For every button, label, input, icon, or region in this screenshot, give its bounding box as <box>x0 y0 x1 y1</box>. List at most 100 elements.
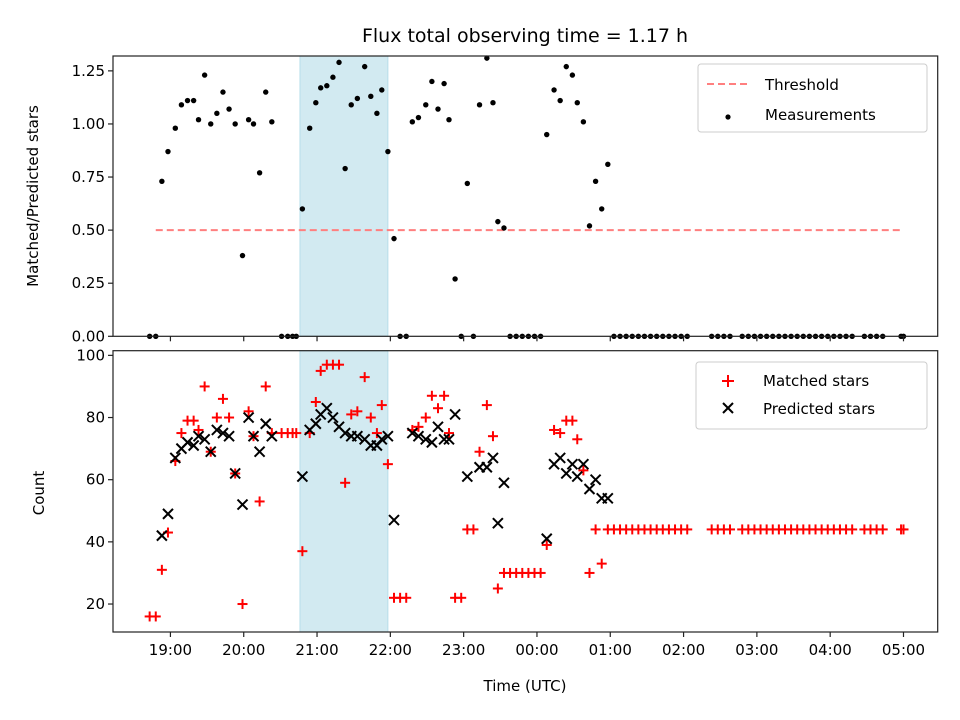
measurement-point <box>250 121 257 127</box>
measurement-point <box>172 125 179 131</box>
measurement-point <box>159 178 165 184</box>
matched-star-point <box>359 372 370 383</box>
top-legend: Threshold Measurements <box>697 63 928 133</box>
measurement-point <box>551 87 557 93</box>
predicted-star-point <box>247 430 260 442</box>
measurement-point <box>435 106 441 112</box>
predicted-star-point <box>223 430 235 442</box>
predicted-star-point <box>438 433 450 445</box>
predicted-star-point <box>205 446 217 458</box>
measurement-point <box>446 117 452 123</box>
predicted-star-point <box>443 433 455 445</box>
predicted-star-point <box>412 430 425 442</box>
y-tick-label: 0.75 <box>72 168 105 186</box>
measurement-point <box>452 276 458 282</box>
panel-bottom: 20 40 60 80 100 19:00 20:00 21:00 22:00 23:00 00:0… <box>30 346 939 695</box>
top-highlight-span-layer <box>299 55 389 337</box>
predicted-star-point <box>406 427 419 439</box>
matched-star-point <box>382 459 393 470</box>
x-axis-label: Time (UTC) <box>483 677 567 695</box>
measurement-point <box>318 85 324 91</box>
matched-star-point <box>439 390 450 401</box>
y-tick-label: 0.50 <box>72 221 105 239</box>
measurement-point <box>361 63 368 70</box>
matched-star-point <box>150 611 161 622</box>
measurement-point <box>490 100 496 106</box>
matched-star-point <box>572 434 583 445</box>
measurement-point <box>409 119 416 125</box>
predicted-star-point <box>554 452 566 464</box>
x-tick-label: 19:00 <box>149 641 192 659</box>
matched-star-point <box>401 592 412 603</box>
matched-star-point <box>315 365 326 376</box>
predicted-star-point <box>211 424 223 436</box>
measurement-point <box>592 178 599 184</box>
measurement-point <box>379 87 385 93</box>
matched-star-point <box>596 558 607 569</box>
measurement-point <box>313 100 319 106</box>
matched-star-point <box>541 539 552 550</box>
measurement-point <box>256 170 263 176</box>
matched-star-point <box>310 396 321 407</box>
measurement-point <box>269 119 275 125</box>
bottom-matched-points <box>144 359 909 622</box>
predicted-star-point <box>583 483 596 495</box>
matched-star-point <box>474 446 485 457</box>
matched-star-point <box>682 524 693 535</box>
predicted-star-point <box>388 514 400 526</box>
x-tick-label: 05:00 <box>882 641 925 659</box>
predicted-star-point <box>310 418 322 430</box>
legend-matched-swatch <box>722 375 734 387</box>
matched-star-point <box>877 524 888 535</box>
x-tick-label: 02:00 <box>662 641 705 659</box>
measurement-point <box>263 89 269 95</box>
matched-star-point <box>724 524 735 535</box>
predicted-star-point <box>426 436 438 449</box>
y-tick-label: 20 <box>86 595 105 613</box>
top-y-axis-label: Matched/Predicted stars <box>24 105 42 287</box>
matched-star-point <box>352 406 363 417</box>
predicted-star-point <box>229 467 241 480</box>
predicted-star-point <box>253 446 266 458</box>
predicted-star-point <box>192 430 205 442</box>
measurement-point <box>368 93 374 100</box>
predicted-star-point <box>169 452 182 464</box>
measurement-point <box>415 114 422 121</box>
top-axes-frame <box>112 55 939 337</box>
measurement-point <box>599 206 605 212</box>
matched-star-point <box>456 592 467 603</box>
measurement-point <box>324 83 330 89</box>
measurement-point <box>226 106 232 112</box>
matched-star-point <box>371 428 382 439</box>
y-tick-label: 60 <box>86 471 105 489</box>
measurement-point <box>574 100 580 106</box>
matched-star-point <box>468 524 479 535</box>
x-tick-label: 22:00 <box>369 641 412 659</box>
matched-star-point <box>237 599 248 610</box>
matched-star-point <box>365 412 376 423</box>
matched-star-point <box>432 403 443 414</box>
measurement-point <box>563 63 569 70</box>
matched-star-point <box>535 567 546 578</box>
matched-star-point <box>487 431 498 442</box>
predicted-star-point <box>217 427 229 439</box>
matched-star-point <box>211 412 222 423</box>
matched-star-point <box>413 421 424 432</box>
measurement-point <box>484 55 490 61</box>
predicted-star-point <box>162 508 174 520</box>
measurement-point <box>544 131 550 138</box>
x-tick-label: 03:00 <box>735 641 778 659</box>
measurement-point <box>195 117 202 123</box>
measurement-point <box>476 102 483 108</box>
matched-star-point <box>188 415 199 426</box>
measurement-point <box>201 72 208 78</box>
predicted-star-point <box>260 418 272 430</box>
measurement-point <box>423 102 429 108</box>
matched-star-point <box>340 477 351 488</box>
predicted-star-point <box>602 492 614 505</box>
matched-star-point <box>254 496 265 507</box>
matched-star-point <box>898 524 909 535</box>
y-tick-label: 80 <box>86 409 105 427</box>
measurement-point <box>569 72 576 78</box>
predicted-star-point <box>321 402 333 414</box>
